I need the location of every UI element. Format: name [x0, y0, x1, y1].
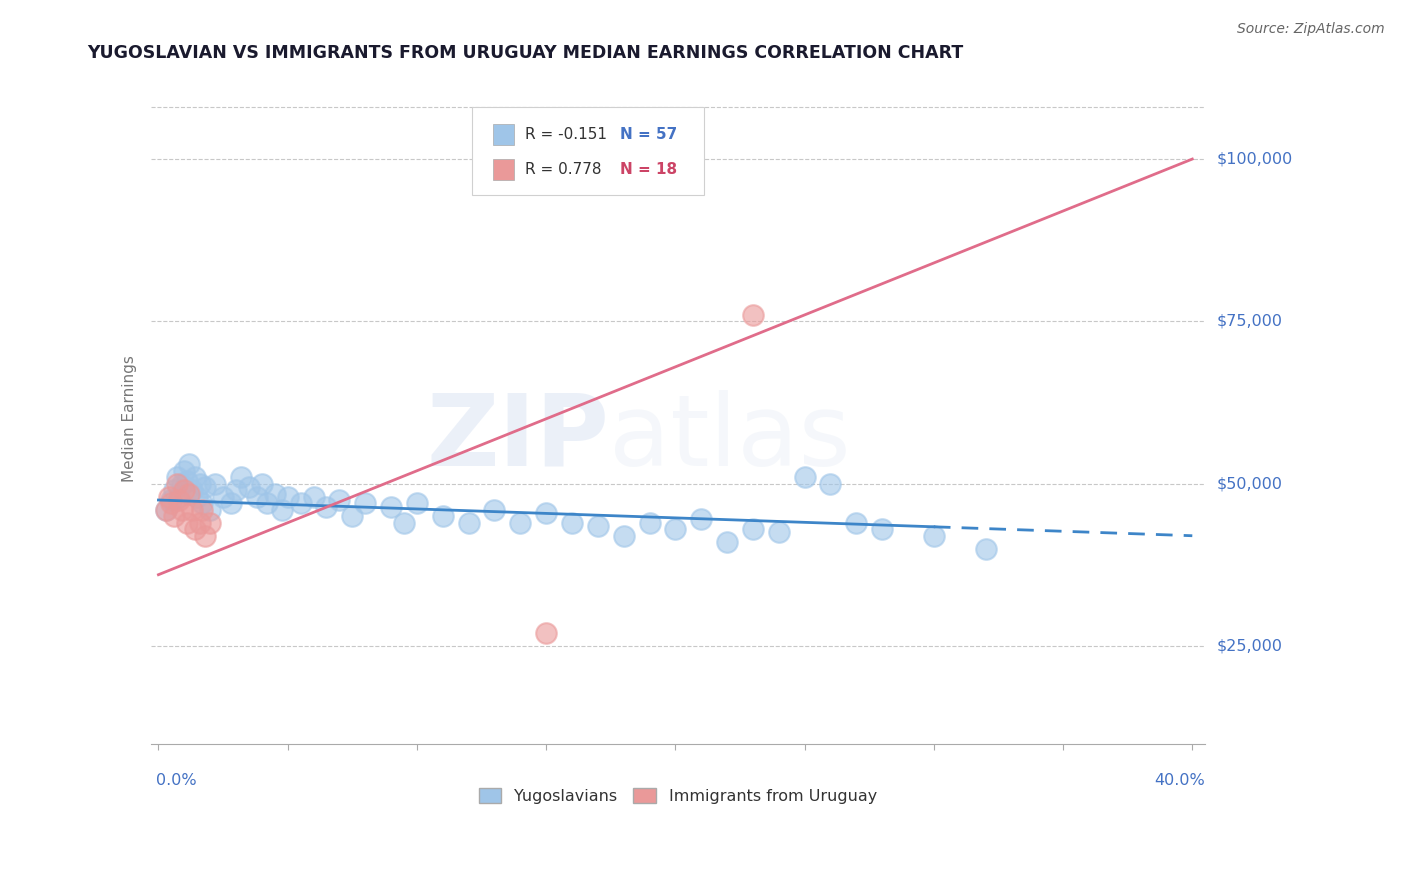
Point — [922, 529, 945, 543]
Point — [179, 458, 201, 472]
Point — [188, 516, 211, 530]
Point — [157, 490, 180, 504]
Y-axis label: Median Earnings: Median Earnings — [122, 355, 136, 483]
Point — [392, 516, 415, 530]
Point — [186, 490, 208, 504]
Text: Source: ZipAtlas.com: Source: ZipAtlas.com — [1237, 22, 1385, 37]
Point — [198, 516, 221, 530]
Text: R = 0.778: R = 0.778 — [524, 162, 602, 178]
Point — [191, 496, 214, 510]
Point — [167, 493, 190, 508]
Point — [183, 522, 205, 536]
Text: R = -0.151: R = -0.151 — [524, 127, 607, 142]
Point — [173, 464, 195, 478]
Point — [380, 500, 402, 514]
Legend: Yugoslavians, Immigrants from Uruguay: Yugoslavians, Immigrants from Uruguay — [472, 781, 883, 810]
Point — [176, 516, 198, 530]
Point — [638, 516, 661, 530]
Point — [534, 626, 557, 640]
Text: ZIP: ZIP — [426, 390, 609, 487]
Point — [163, 509, 186, 524]
Point — [509, 516, 531, 530]
Point — [741, 522, 763, 536]
Point — [342, 509, 364, 524]
Point — [191, 502, 214, 516]
Point — [194, 529, 217, 543]
Point — [204, 476, 226, 491]
Point — [163, 483, 186, 498]
Point — [173, 483, 195, 498]
Point — [290, 496, 312, 510]
Point — [188, 476, 211, 491]
Point — [167, 490, 190, 504]
Point — [166, 470, 188, 484]
Point — [166, 476, 188, 491]
Point — [212, 490, 235, 504]
Point — [716, 535, 738, 549]
Text: 40.0%: 40.0% — [1154, 772, 1205, 788]
Point — [271, 502, 294, 516]
Point — [219, 496, 242, 510]
Text: $100,000: $100,000 — [1216, 152, 1292, 167]
Point — [250, 476, 273, 491]
Point — [974, 541, 997, 556]
Text: YUGOSLAVIAN VS IMMIGRANTS FROM URUGUAY MEDIAN EARNINGS CORRELATION CHART: YUGOSLAVIAN VS IMMIGRANTS FROM URUGUAY M… — [87, 44, 963, 62]
Text: 0.0%: 0.0% — [156, 772, 197, 788]
Point — [302, 490, 325, 504]
Point — [231, 470, 253, 484]
Point — [170, 476, 193, 491]
Point — [238, 480, 260, 494]
Text: N = 57: N = 57 — [620, 127, 678, 142]
Point — [198, 502, 221, 516]
Point — [768, 525, 790, 540]
Point — [561, 516, 583, 530]
Point — [586, 519, 609, 533]
Point — [155, 502, 177, 516]
Point — [534, 506, 557, 520]
Text: $75,000: $75,000 — [1216, 314, 1282, 329]
Point — [160, 493, 183, 508]
Point — [263, 486, 285, 500]
Point — [179, 486, 201, 500]
FancyBboxPatch shape — [472, 107, 704, 194]
Point — [170, 502, 193, 516]
Point — [484, 502, 506, 516]
Point — [225, 483, 247, 498]
FancyBboxPatch shape — [494, 159, 515, 180]
Point — [315, 500, 337, 514]
Point — [246, 490, 269, 504]
Point — [181, 483, 204, 498]
Point — [457, 516, 479, 530]
Point — [354, 496, 377, 510]
Point — [845, 516, 868, 530]
Point — [820, 476, 842, 491]
Point — [328, 493, 350, 508]
Point — [664, 522, 686, 536]
Point — [155, 502, 177, 516]
Point — [160, 496, 183, 510]
Text: N = 18: N = 18 — [620, 162, 678, 178]
Point — [183, 470, 205, 484]
Point — [793, 470, 815, 484]
Point — [741, 308, 763, 322]
Point — [406, 496, 429, 510]
Point — [194, 480, 217, 494]
Point — [870, 522, 893, 536]
FancyBboxPatch shape — [494, 124, 515, 145]
Point — [181, 502, 204, 516]
Point — [176, 474, 198, 488]
Point — [432, 509, 454, 524]
Point — [256, 496, 278, 510]
Text: $25,000: $25,000 — [1216, 639, 1282, 654]
Point — [277, 490, 299, 504]
Point — [613, 529, 636, 543]
Point — [690, 512, 713, 526]
Text: $50,000: $50,000 — [1216, 476, 1282, 491]
Text: atlas: atlas — [609, 390, 851, 487]
